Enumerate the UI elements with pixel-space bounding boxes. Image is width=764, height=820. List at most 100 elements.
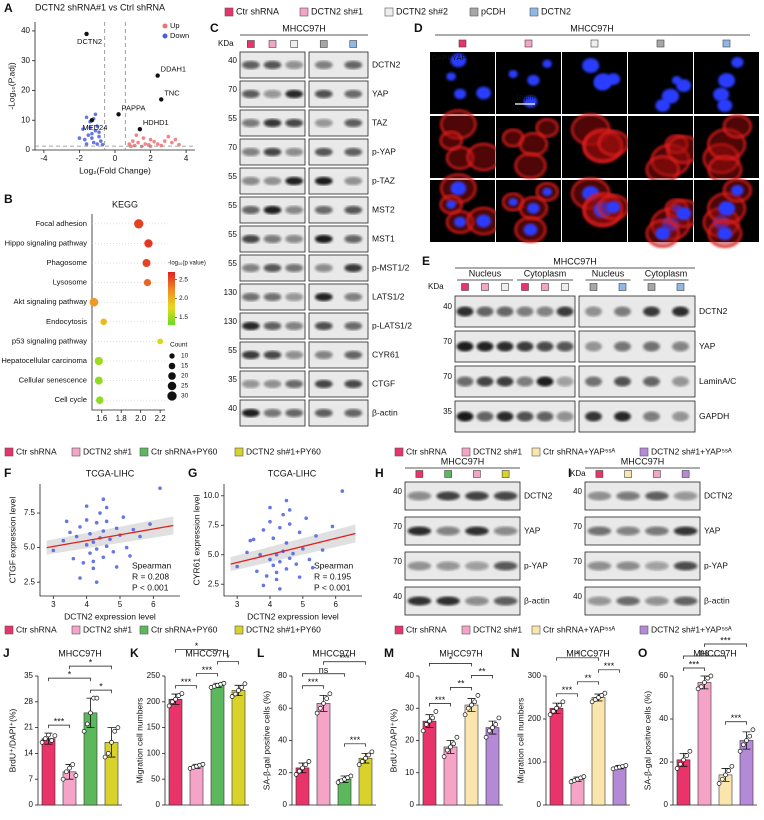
yap-cytoplasm — [668, 137, 699, 162]
lane-marker — [653, 470, 661, 478]
data-point — [483, 734, 489, 740]
blot-band — [314, 118, 333, 128]
data-point — [102, 754, 108, 760]
blot-band — [536, 411, 554, 422]
protein-label: MST1 — [372, 233, 395, 243]
blot-band — [465, 596, 489, 606]
yap-signal — [535, 117, 559, 138]
blot-band — [493, 491, 518, 501]
blot-band — [344, 147, 363, 157]
blot-band — [465, 491, 489, 501]
kda-marker: 55 — [228, 172, 237, 181]
x-tick-label: 4 — [184, 154, 189, 163]
blot-band — [314, 408, 333, 418]
axis-line — [34, 22, 195, 151]
data-point — [84, 518, 89, 522]
data-point — [39, 739, 45, 745]
data-point — [698, 684, 704, 690]
panel-letter: J — [3, 646, 10, 660]
blot-band — [242, 234, 260, 244]
significance-label: *** — [604, 661, 615, 671]
blot-band — [476, 376, 494, 387]
y-axis-label: BrdU⁺/DAPI⁺(%) — [7, 708, 17, 772]
protein-label: DCTN2 — [372, 59, 401, 69]
data-point — [239, 685, 245, 690]
y-tick-label: 100 — [528, 757, 542, 766]
blot-band — [263, 89, 282, 99]
data-point — [94, 580, 99, 584]
significance-bracket — [48, 677, 91, 682]
lane-marker — [501, 283, 509, 291]
data-point — [705, 675, 711, 681]
nucleus — [446, 200, 456, 209]
stat-text: Spearman — [132, 560, 171, 570]
dot — [94, 356, 103, 366]
data-point — [560, 699, 566, 705]
data-point — [251, 537, 256, 542]
blot-band — [645, 596, 669, 606]
blot-strip — [454, 400, 576, 433]
data-point — [94, 520, 99, 525]
legend-label: DCTN2 sh#1 — [83, 446, 132, 456]
blot-band — [407, 526, 432, 536]
lane-marker — [681, 470, 690, 478]
yap-cytoplasm — [516, 154, 545, 177]
blot-band — [242, 350, 260, 360]
annotation: HDHD1 — [143, 118, 169, 127]
yap-signal — [439, 130, 463, 151]
dot — [94, 376, 103, 385]
blot-band — [285, 176, 303, 186]
data-point — [51, 548, 56, 553]
data-point — [284, 567, 289, 571]
yap-signal — [514, 216, 547, 244]
blot-band — [285, 118, 303, 128]
data-point — [708, 673, 714, 679]
data-point — [84, 504, 89, 508]
blot-band — [516, 306, 534, 317]
data-point — [444, 747, 450, 753]
data-point — [166, 134, 171, 139]
legend-label: DCTN2 sh#1 — [473, 624, 522, 634]
data-point — [304, 516, 308, 520]
yap-cytoplasm — [448, 148, 473, 168]
axis-line — [39, 484, 180, 597]
data-point — [293, 772, 299, 777]
blot-band — [536, 306, 554, 317]
data-point — [104, 544, 109, 549]
data-point — [128, 554, 132, 558]
blot-band — [493, 526, 518, 536]
lane-marker — [624, 470, 632, 478]
y-axis-label: SA-β-gal positive cells (%) — [642, 691, 652, 791]
data-point — [306, 759, 312, 764]
blot-band — [314, 205, 333, 215]
protein-label: YAP — [699, 341, 716, 351]
data-point — [200, 761, 206, 767]
significance-bracket — [344, 743, 366, 747]
data-point — [101, 529, 106, 533]
data-point — [324, 696, 330, 701]
nucleus — [523, 223, 538, 236]
y-axis-label: CTGF expression level — [7, 497, 17, 584]
data-point — [97, 130, 101, 134]
y-tick-label: Cell cycle — [55, 395, 88, 404]
data-point — [348, 773, 354, 779]
chart-title: MHCC97H — [566, 648, 610, 658]
kda-marker: 35 — [443, 407, 452, 416]
stat-text: Spearman — [314, 560, 353, 570]
data-point — [82, 137, 87, 142]
bar — [549, 707, 564, 806]
data-point — [84, 142, 89, 146]
data-point — [596, 695, 601, 700]
size-legend-dot — [167, 391, 177, 401]
legend-label: DCTN2 — [541, 6, 571, 16]
significance-label: * — [449, 655, 453, 665]
protein-label: p-LATS1/2 — [372, 320, 412, 330]
data-point — [114, 526, 119, 531]
blot-band — [614, 306, 631, 317]
data-point — [68, 530, 72, 535]
blot-band — [496, 306, 514, 317]
significance-label: *** — [308, 677, 319, 687]
data-point — [159, 143, 164, 148]
legend-label: Ctr shRNA — [406, 446, 447, 456]
data-point — [359, 759, 365, 764]
